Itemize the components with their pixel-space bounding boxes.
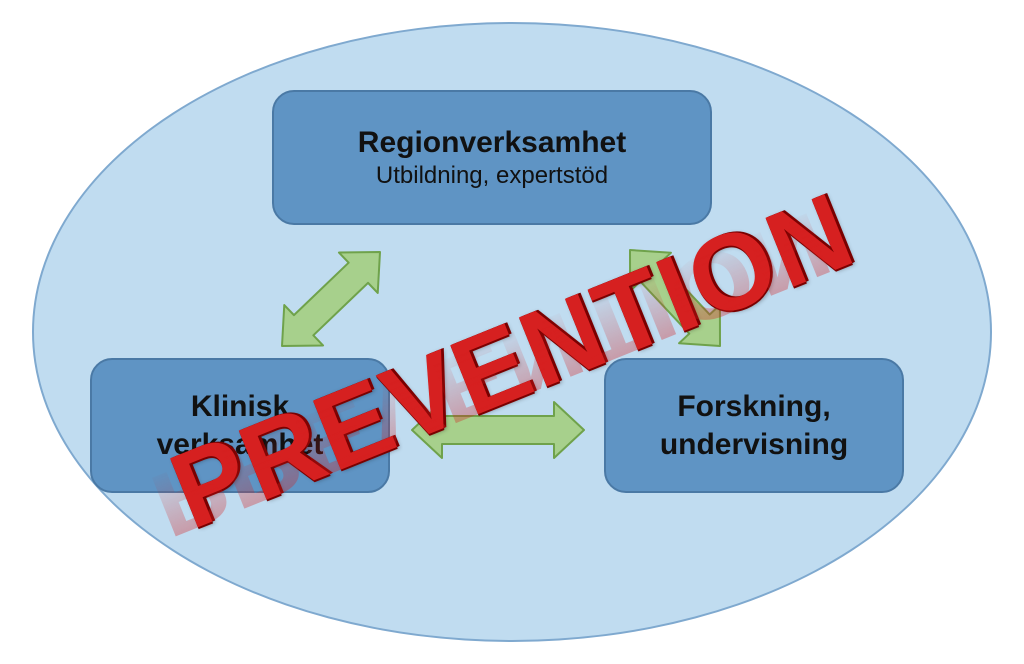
box-left-line1: Klinisk xyxy=(191,388,289,426)
box-right-line1: Forskning, xyxy=(677,388,830,426)
box-klinisk-verksamhet: Klinisk verksamhet xyxy=(90,358,390,493)
box-regionverksamhet: Regionverksamhet Utbildning, expertstöd xyxy=(272,90,712,225)
diagram-canvas: Regionverksamhet Utbildning, expertstöd … xyxy=(0,0,1024,664)
box-top-subtitle: Utbildning, expertstöd xyxy=(376,161,608,191)
box-forskning-undervisning: Forskning, undervisning xyxy=(604,358,904,493)
box-right-line2: undervisning xyxy=(660,426,848,464)
box-top-title: Regionverksamhet xyxy=(358,124,626,162)
box-left-line2: verksamhet xyxy=(157,426,324,464)
